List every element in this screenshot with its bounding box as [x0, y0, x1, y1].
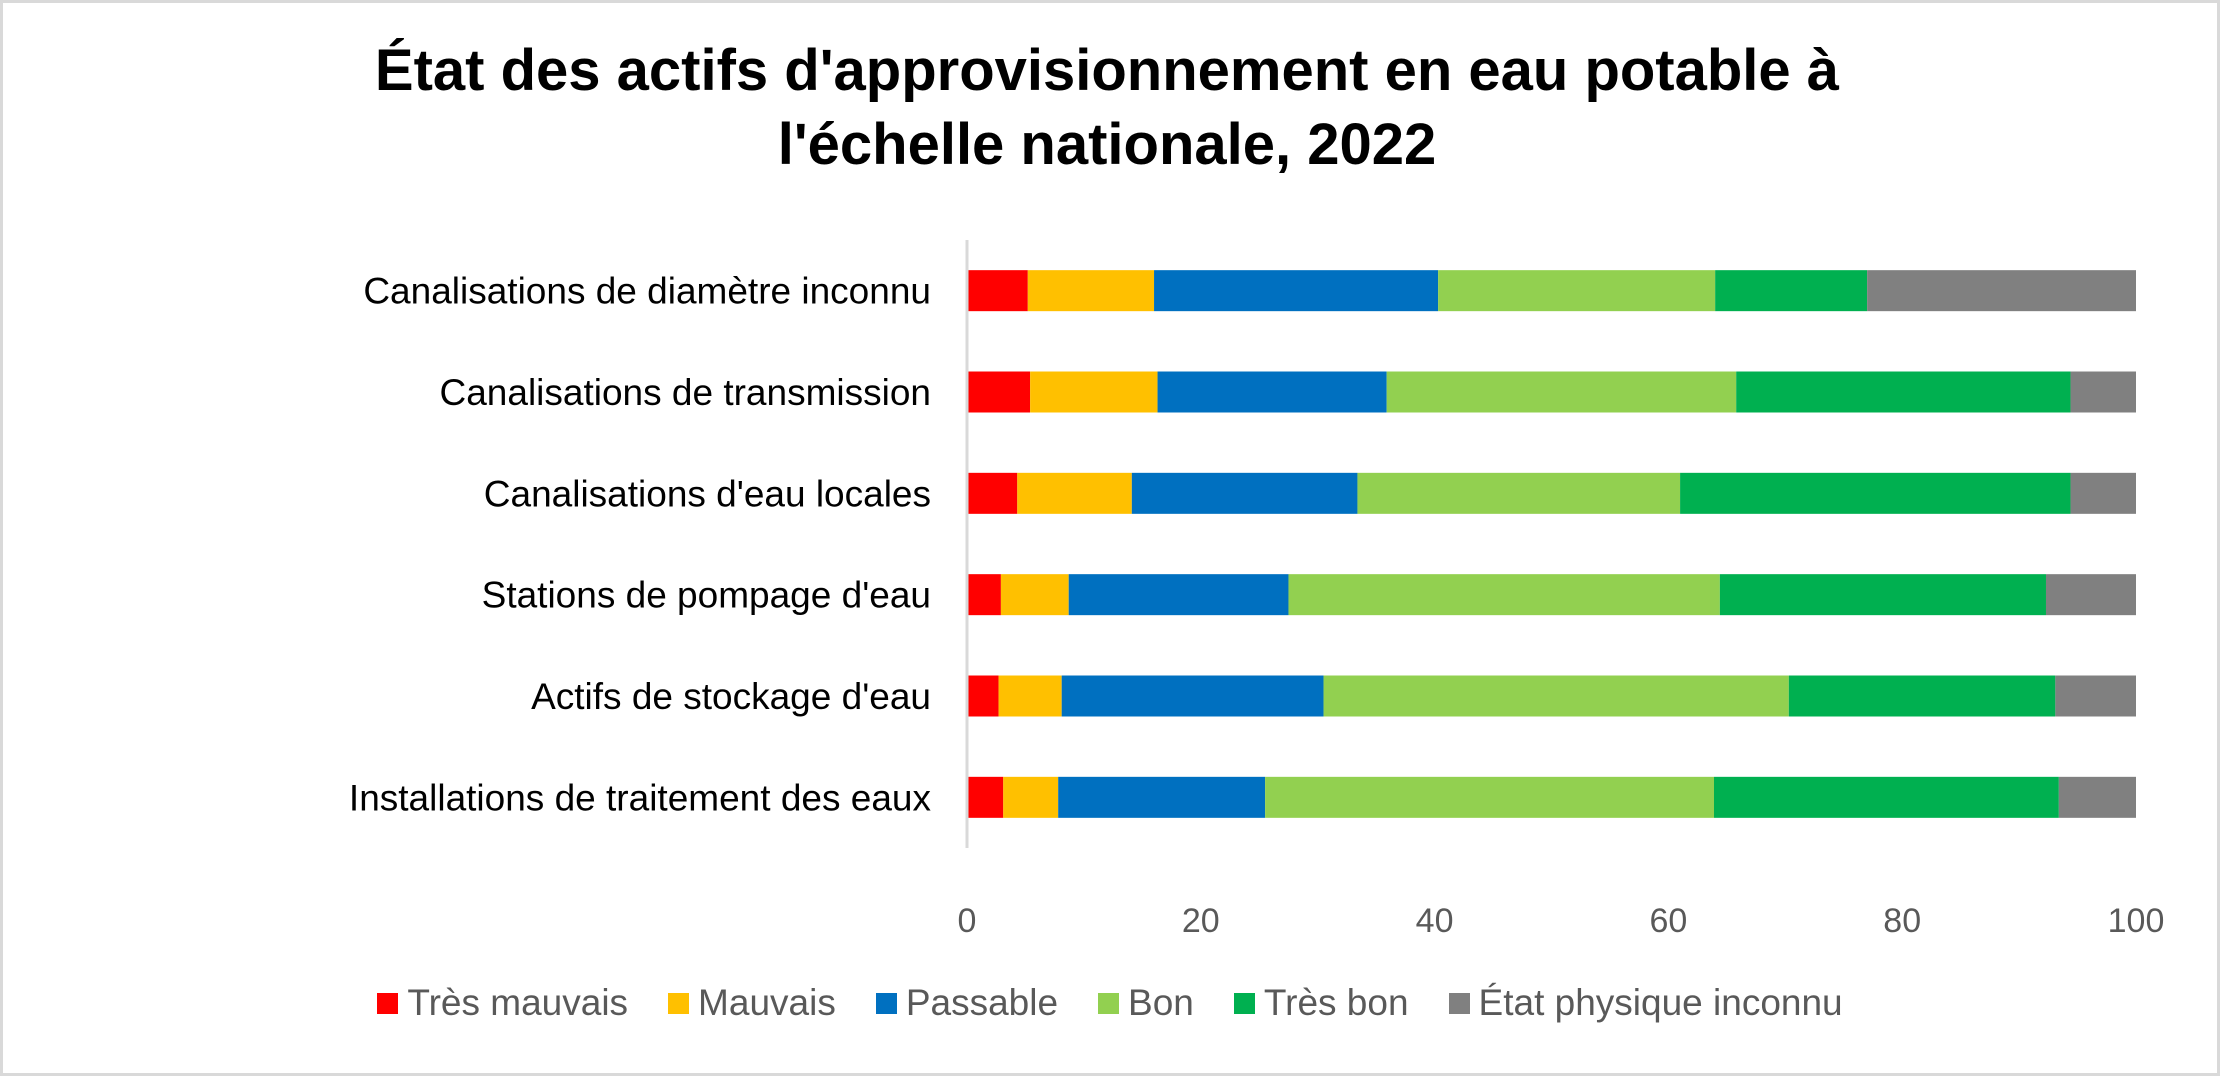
bar-segment — [1131, 472, 1358, 514]
bar-segment — [1386, 371, 1737, 413]
x-tick-label: 80 — [1883, 902, 1921, 940]
legend-item: Bon — [1098, 982, 1194, 1024]
bar-segment — [1736, 371, 2071, 413]
bar-segment — [1719, 574, 2046, 616]
bar-segment — [1323, 675, 1789, 717]
x-tick-label: 60 — [1649, 902, 1687, 940]
legend-swatch — [668, 992, 690, 1014]
bar-segment — [2058, 776, 2136, 818]
chart-title-line-1: État des actifs d'approvisionnement en e… — [374, 38, 1840, 103]
bar-segment — [1713, 776, 2059, 818]
bar-segment — [967, 776, 1004, 818]
bar-segment — [967, 472, 1018, 514]
bar-segment — [2070, 371, 2136, 413]
legend-label: Mauvais — [698, 982, 836, 1023]
bar-segment — [1061, 675, 1324, 717]
legend-swatch — [1233, 992, 1255, 1014]
bar-segment — [1788, 675, 2056, 717]
bar-segment — [1288, 574, 1720, 616]
bar-segment — [1715, 270, 1868, 312]
x-tick-labels: 0 20 40 60 80 100 — [958, 902, 2165, 940]
legend-item: Très bon — [1233, 982, 1409, 1024]
category-label: Stations de pompage d'eau — [482, 575, 931, 616]
legend-item: État physique inconnu — [1448, 982, 1843, 1024]
bar-segment — [1030, 371, 1158, 413]
category-label: Actifs de stockage d'eau — [531, 676, 931, 717]
legend-label: Très bon — [1263, 982, 1409, 1023]
bars-group — [967, 270, 2136, 818]
x-tick-label: 100 — [2108, 902, 2165, 940]
x-tick-label: 20 — [1182, 902, 1220, 940]
bar-segment — [967, 270, 1028, 312]
category-labels: Canalisations de diamètre inconnu Canalis… — [349, 271, 932, 819]
bar-segment — [1027, 270, 1155, 312]
x-tick-label: 40 — [1416, 902, 1454, 940]
bar-segment — [1058, 776, 1266, 818]
legend-swatch — [1448, 992, 1470, 1014]
bar-segment — [1000, 574, 1069, 616]
bar-segment — [2045, 574, 2136, 616]
legend-swatch — [875, 992, 897, 1014]
bar-segment — [1017, 472, 1132, 514]
bar-segment — [1438, 270, 1716, 312]
legend-label: État physique inconnu — [1478, 982, 1843, 1023]
bar-segment — [1265, 776, 1714, 818]
bar-segment — [998, 675, 1062, 717]
legend-item: Passable — [875, 982, 1059, 1024]
bar-segment — [967, 675, 999, 717]
bar-segment — [1867, 270, 2136, 312]
legend-item: Très mauvais — [377, 982, 628, 1024]
bar-segment — [1003, 776, 1059, 818]
category-label: Canalisations de transmission — [439, 372, 931, 413]
legend-swatch — [1098, 992, 1120, 1014]
legend-swatch — [377, 992, 399, 1014]
bar-segment — [1357, 472, 1681, 514]
category-label: Canalisations de diamètre inconnu — [363, 271, 931, 312]
bar-segment — [1068, 574, 1289, 616]
bar-segment — [2055, 675, 2136, 717]
category-label: Canalisations d'eau locales — [484, 473, 931, 514]
legend-label: Très mauvais — [407, 982, 629, 1023]
bar-segment — [967, 574, 1001, 616]
bar-segment — [1157, 371, 1387, 413]
legend-item: Mauvais — [668, 982, 836, 1024]
legend-label: Bon — [1128, 982, 1194, 1023]
bar-segment — [1154, 270, 1439, 312]
bar-segment — [2070, 472, 2136, 514]
legend: Très mauvais Mauvais Passable Bon Très bon Ét… — [0, 982, 2220, 1024]
x-tick-label: 0 — [958, 902, 977, 940]
bar-segment — [967, 371, 1031, 413]
legend-label: Passable — [905, 982, 1059, 1023]
chart-title-line-2: l'échelle nationale, 2022 — [777, 112, 1437, 177]
category-label: Installations de traitement des eaux — [349, 777, 932, 818]
bar-segment — [1680, 472, 2071, 514]
chart-title: État des actifs d'approvisionnement en e… — [0, 34, 2214, 182]
